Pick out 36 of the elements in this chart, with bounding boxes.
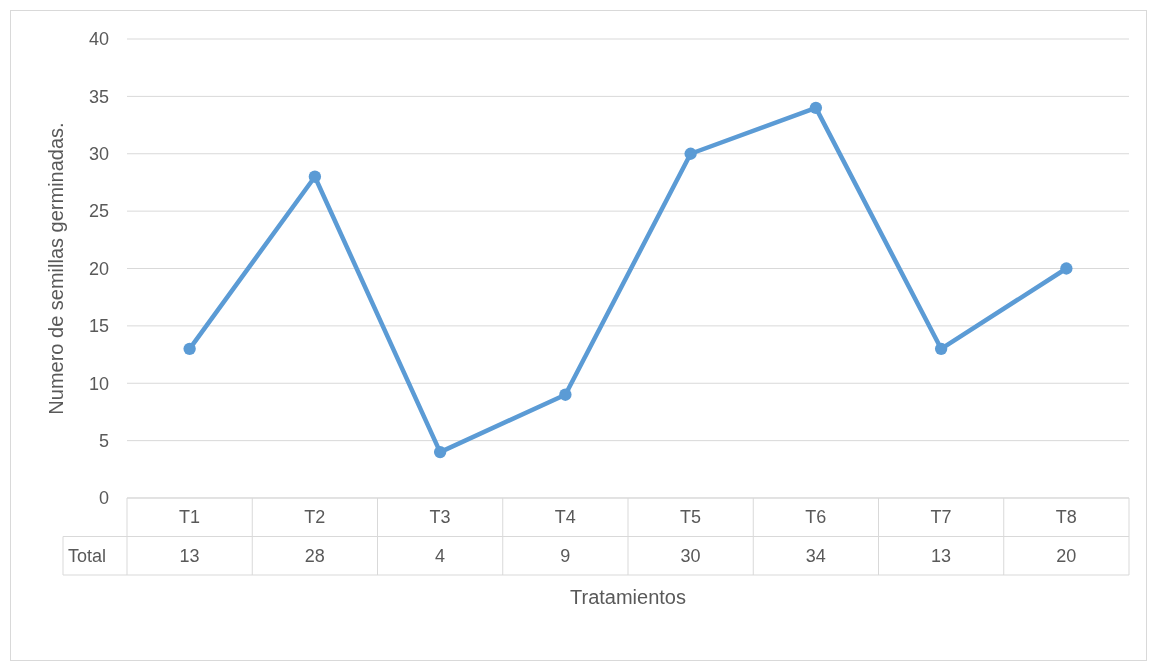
x-tick-label: T3 [429, 507, 451, 528]
point [183, 342, 196, 355]
x-tick-label: T5 [680, 507, 702, 528]
y-tick-label: 35 [88, 86, 109, 107]
data-label: 30 [680, 545, 701, 566]
y-tick-label: 25 [88, 201, 109, 222]
y-tick-label: 5 [98, 430, 109, 451]
y-axis-title: Numero de semillas germinadas. [45, 122, 67, 415]
y-tick-label: 0 [98, 488, 109, 509]
x-tick-label: T7 [930, 507, 952, 528]
x-tick-label: T4 [554, 507, 576, 528]
data-label: 9 [560, 545, 571, 566]
x-tick-label: T6 [805, 507, 827, 528]
point [809, 101, 823, 115]
y-tick-label: 40 [88, 29, 109, 50]
point [433, 445, 447, 459]
y-tick-label: 30 [88, 144, 109, 165]
x-tick-label: T1 [179, 507, 201, 528]
y-tick-label: 15 [88, 316, 109, 337]
data-label: 13 [931, 545, 952, 566]
point [1060, 262, 1073, 275]
text: Total [68, 545, 107, 566]
data-label: 4 [435, 545, 446, 566]
point [308, 170, 322, 183]
data-label: 13 [179, 545, 200, 566]
data-label: 20 [1056, 545, 1077, 566]
data-label: 34 [805, 545, 826, 566]
x-tick-label: T8 [1055, 507, 1077, 528]
y-tick-label: 10 [88, 373, 109, 394]
point [559, 388, 572, 401]
y-tick-label: 20 [88, 258, 109, 279]
point [934, 342, 948, 355]
x-tick-label: T2 [304, 507, 326, 528]
point [684, 147, 697, 160]
x-axis-title: Tratamientos [570, 586, 686, 608]
data-label: 28 [304, 545, 325, 566]
